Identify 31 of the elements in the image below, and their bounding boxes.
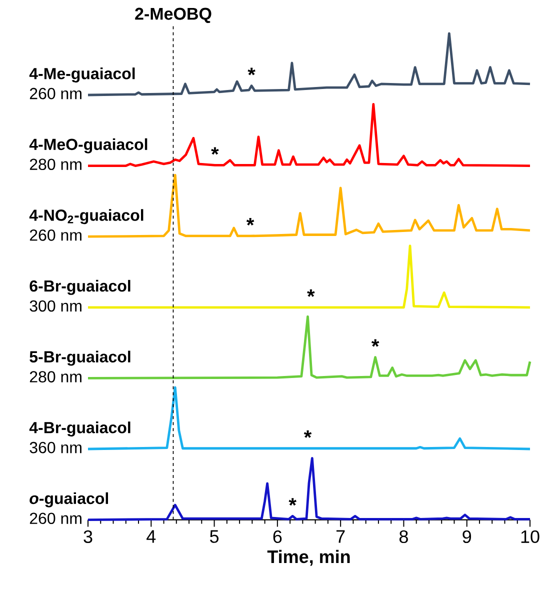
ref-line-label: 2-MeOBQ [135, 8, 212, 23]
x-tick-label: 7 [336, 530, 345, 543]
x-tick-label: 3 [84, 530, 92, 544]
x-tick-label: 8 [399, 530, 408, 544]
text: 4-NO$_{2}$-guaiacol [29, 209, 144, 224]
text: 4-Br-guaiacol [29, 422, 130, 437]
text: 6-Br-guaiacol [30, 280, 130, 295]
x-axis-title: Time, min [267, 550, 350, 566]
annotation: * [246, 218, 254, 226]
text: 280 nm [30, 371, 82, 382]
x-tick-label: 4 [146, 530, 156, 543]
text: 360 nm [30, 442, 82, 454]
annotation: * [307, 289, 315, 297]
x-tick-label: 6 [273, 530, 282, 544]
x-tick-label: 9 [462, 530, 472, 544]
text: 4-MeO-guaiacol [29, 138, 148, 154]
annotation: * [371, 339, 380, 347]
text: 260 nm [30, 230, 82, 241]
annotation: * [288, 498, 296, 506]
text: 260 nm [30, 88, 82, 100]
text: 4-Me-guaiacol [29, 68, 135, 83]
text: 5-Br-guaiacol [30, 350, 130, 366]
text: 260 nm [30, 512, 82, 524]
annotation: * [248, 68, 256, 76]
text: 300 nm [30, 300, 82, 312]
x-tick-label: 10 [521, 530, 540, 544]
x-tick-label: 5 [210, 530, 219, 543]
annotation: * [304, 430, 312, 438]
text: 280 nm [30, 158, 82, 170]
text: o-guaiacol [30, 492, 108, 508]
annotation: * [211, 147, 219, 155]
